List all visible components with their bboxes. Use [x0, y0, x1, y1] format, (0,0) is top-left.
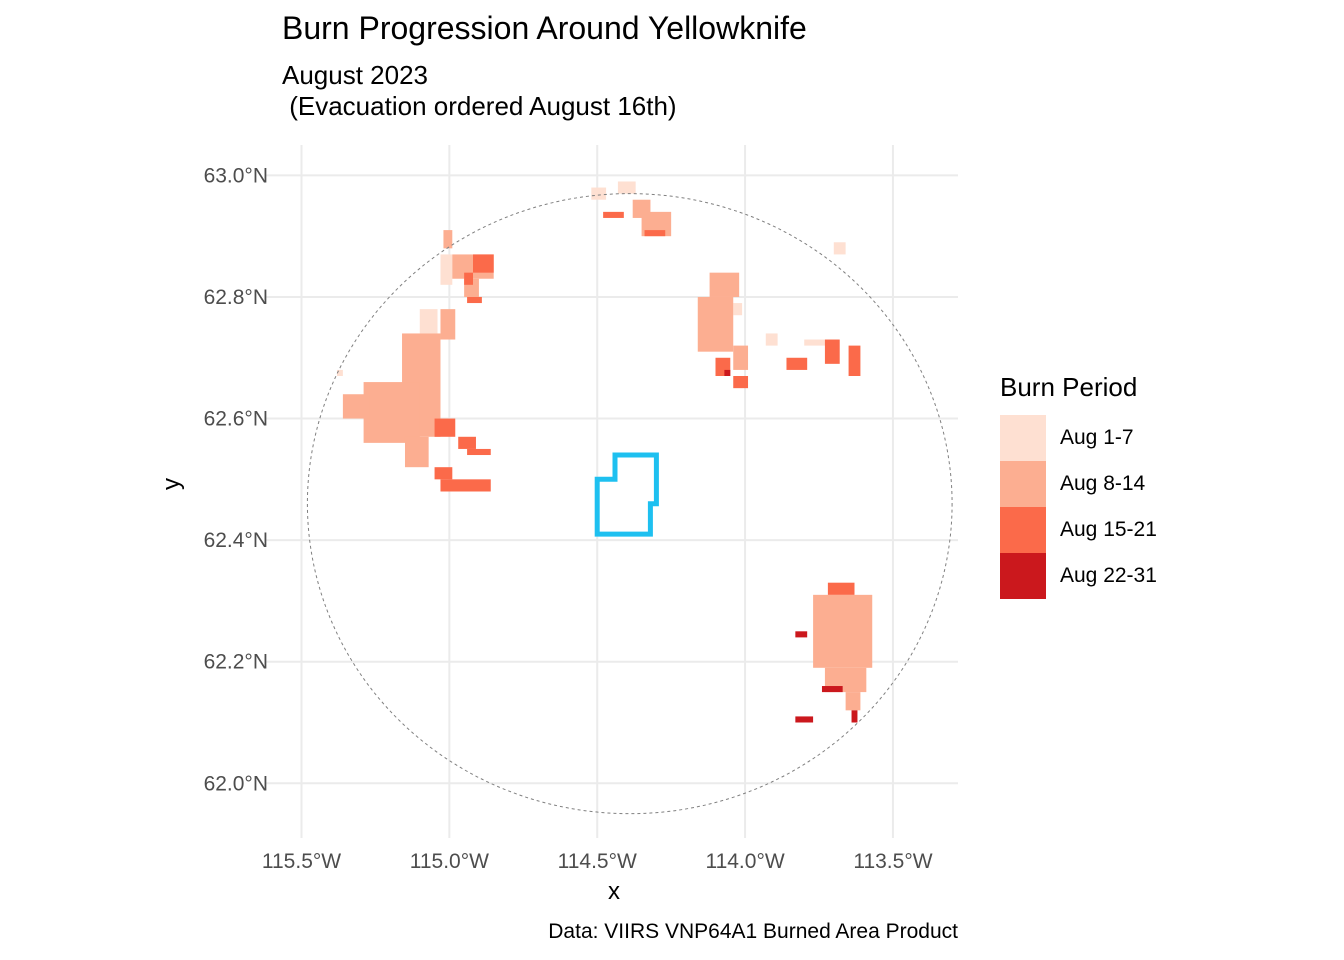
legend-key	[1000, 553, 1046, 599]
burn-patch	[336, 369, 343, 376]
burn-patch	[363, 382, 420, 443]
burn-patch	[697, 296, 734, 352]
x-tick-label: 114.5°W	[558, 850, 637, 873]
burn-patch	[804, 339, 831, 346]
burn-patch	[827, 582, 855, 595]
burn-patch	[440, 479, 491, 492]
burn-patch	[644, 230, 666, 237]
burn-patch	[813, 594, 873, 668]
legend-item: Aug 1-7	[1000, 415, 1157, 461]
legend-label: Aug 15-21	[1060, 518, 1157, 541]
burn-patch	[765, 333, 778, 346]
gridlines	[266, 145, 958, 838]
burn-patch	[795, 716, 814, 723]
burn-patch	[795, 631, 808, 638]
burn-patch	[786, 357, 808, 370]
tick-labels: 115.5°W 115.0°W 114.5°W 114.0°W 113.5°W 63.0°…	[204, 164, 933, 873]
legend-key	[1000, 415, 1046, 461]
y-tick-label: 62.6°N	[204, 408, 268, 431]
legend-label: Aug 22-31	[1060, 564, 1157, 587]
y-tick-label: 62.2°N	[204, 651, 268, 674]
legend-key	[1000, 507, 1046, 553]
burn-patch	[833, 242, 846, 255]
burn-patch	[733, 345, 749, 370]
burn-patch	[821, 686, 843, 693]
burn-patch	[824, 339, 840, 364]
burn-patch	[464, 272, 474, 285]
burn-patch	[733, 303, 743, 316]
x-tick-label: 115.0°W	[410, 850, 489, 873]
burn-patch	[440, 254, 453, 285]
x-tick-label: 113.5°W	[853, 850, 932, 873]
burn-patch	[404, 436, 429, 468]
chart-caption: Data: VIIRS VNP64A1 Burned Area Product	[548, 920, 958, 943]
map-overlays	[306, 193, 953, 815]
legend-label: Aug 8-14	[1060, 472, 1146, 495]
burn-patch	[440, 309, 456, 340]
y-tick-label: 62.4°N	[204, 529, 268, 552]
y-tick-label: 62.0°N	[204, 772, 268, 795]
legend-item: Aug 15-21	[1000, 507, 1157, 553]
burn-patch	[709, 272, 740, 297]
burn-areas	[336, 181, 873, 723]
buffer-circle	[306, 193, 953, 815]
burn-patch	[603, 211, 624, 218]
legend-items: Aug 1-7 Aug 8-14 Aug 15-21 Aug 22-31	[1000, 415, 1157, 599]
legend-key	[1000, 461, 1046, 507]
burn-patch	[434, 418, 456, 437]
x-tick-label: 115.5°W	[262, 850, 341, 873]
y-axis-title: y	[158, 478, 185, 490]
x-axis-title: x	[608, 878, 620, 905]
burn-patch	[443, 230, 453, 249]
burn-patch	[434, 467, 453, 480]
x-tick-label: 114.0°W	[705, 850, 784, 873]
legend-item: Aug 22-31	[1000, 553, 1157, 599]
burn-patch	[591, 187, 607, 200]
burn-patch	[733, 376, 749, 389]
legend: Burn Period Aug 1-7 Aug 8-14 Aug 15-21 Aug …	[1000, 372, 1157, 599]
y-tick-label: 62.8°N	[204, 286, 268, 309]
y-tick-label: 63.0°N	[204, 164, 268, 187]
burn-patch	[851, 710, 858, 723]
burn-patch	[724, 369, 731, 376]
chart-title: Burn Progression Around Yellowknife	[282, 10, 807, 46]
burn-patch	[632, 199, 651, 218]
burn-patch	[473, 254, 494, 273]
burn-patch	[467, 296, 482, 304]
burn-patch	[419, 309, 438, 334]
burn-patch	[845, 692, 861, 711]
legend-label: Aug 1-7	[1060, 426, 1134, 449]
burn-patch	[467, 448, 491, 456]
yellowknife-boundary	[594, 452, 659, 537]
burn-patch	[342, 394, 370, 419]
chart-subtitle: August 2023 (Evacuation ordered August 1…	[282, 60, 677, 121]
burn-patch	[617, 181, 636, 194]
legend-title: Burn Period	[1000, 372, 1138, 402]
burn-patch	[458, 436, 476, 449]
legend-item: Aug 8-14	[1000, 461, 1157, 507]
burn-patch	[848, 345, 861, 376]
